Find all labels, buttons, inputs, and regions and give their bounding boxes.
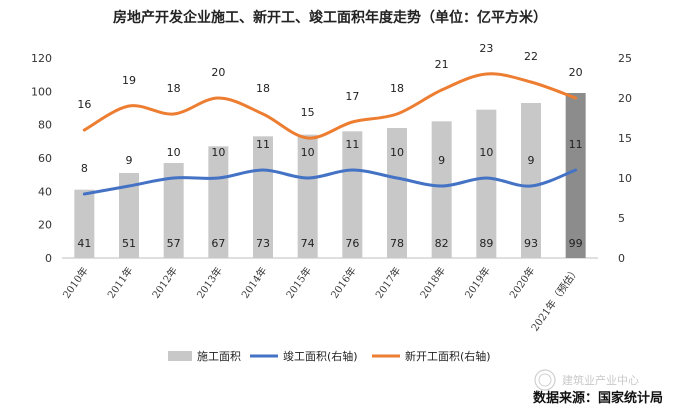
legend-label-bar: 施工面积 (197, 350, 241, 363)
line-value-labels: 8 9 10 10 11 10 11 10 9 10 9 11 16 19 18 20 18 15 17 18 21 23… (77, 42, 582, 175)
right-axis-tick-label: 25 (618, 52, 632, 65)
bar-value-label: 93 (524, 237, 538, 250)
source-note: 数据来源：国家统计局 (533, 390, 663, 406)
completed-value-label: 10 (390, 146, 404, 159)
bar-value-label: 82 (435, 237, 449, 250)
right-axis-tick-label: 10 (618, 172, 632, 185)
left-axis-tick-label: 40 (38, 185, 52, 198)
bar-value-label: 74 (301, 237, 315, 250)
bar-value-label: 51 (122, 237, 136, 250)
completed-value-label: 9 (126, 154, 133, 167)
left-axis-tick-label: 100 (31, 85, 52, 98)
left-axis-tick-label: 20 (38, 219, 52, 232)
legend: 施工面积 竣工面积(右轴) 新开工面积(右轴) (168, 349, 491, 363)
new-start-value-label: 18 (390, 82, 404, 95)
left-axis: 0 20 40 60 80 100 120 (31, 52, 52, 265)
new-start-value-label: 23 (479, 42, 493, 55)
left-axis-tick-label: 0 (45, 252, 52, 265)
bar-value-label: 76 (345, 237, 359, 250)
completed-area-line (82, 168, 578, 196)
completed-value-label: 10 (301, 146, 315, 159)
completed-value-label: 8 (81, 162, 88, 175)
bar-value-labels: 41 51 57 67 73 74 76 78 82 89 93 99 (77, 237, 582, 250)
new-start-value-label: 16 (77, 98, 91, 111)
new-start-value-label: 19 (122, 74, 136, 87)
new-start-value-label: 20 (569, 66, 583, 79)
bar (297, 134, 318, 258)
x-axis-tick-label: 2019年 (462, 264, 493, 300)
new-start-area-line (82, 72, 578, 140)
x-axis-tick-label: 2014年 (238, 264, 269, 300)
completed-value-label: 11 (345, 138, 359, 151)
x-axis-tick-label: 2013年 (194, 264, 225, 300)
x-axis-tick-label: 2020年 (506, 264, 537, 300)
bar-value-label: 41 (77, 237, 91, 250)
bar (565, 93, 586, 258)
x-axis-tick-label: 2017年 (372, 264, 403, 300)
completed-value-label: 10 (211, 146, 225, 159)
bar (163, 163, 184, 258)
legend-swatch-bar (168, 351, 192, 361)
bar (431, 121, 452, 258)
right-axis-tick-label: 20 (618, 92, 632, 105)
x-axis-tick-label: 2010年 (60, 264, 91, 300)
bar (119, 173, 139, 258)
new-start-value-label: 17 (345, 90, 359, 103)
x-axis-tick-label: 2016年 (328, 264, 359, 300)
new-start-value-label: 18 (256, 82, 270, 95)
x-axis-tick-label: 2021年（预估） (528, 264, 582, 333)
bar (387, 128, 407, 258)
bar-value-label: 78 (390, 237, 404, 250)
new-start-value-label: 15 (301, 106, 315, 119)
bar-value-label: 73 (256, 237, 270, 250)
completed-value-label: 9 (438, 154, 445, 167)
bar (342, 131, 363, 258)
bar-value-label: 57 (167, 237, 181, 250)
bar-value-label: 67 (211, 237, 225, 250)
bar (476, 109, 497, 259)
watermark-text: 建筑业产业中心 (562, 373, 639, 387)
new-start-value-label: 22 (524, 50, 538, 63)
legend-label-new: 新开工面积(右轴) (405, 349, 491, 363)
bar (521, 103, 541, 258)
line-series (82, 72, 578, 196)
right-axis-tick-label: 0 (618, 252, 625, 265)
bar (208, 146, 229, 258)
completed-value-label: 10 (167, 146, 181, 159)
left-axis-tick-label: 60 (38, 152, 52, 165)
chart-title: 房地产开发企业施工、新开工、竣工面积年度走势（单位：亿平方米） (113, 9, 547, 26)
new-start-value-label: 20 (211, 66, 225, 79)
legend-label-completed: 竣工面积(右轴) (283, 349, 358, 363)
x-axis-tick-label: 2015年 (283, 264, 314, 300)
bar (74, 189, 95, 258)
bar-value-label: 99 (569, 237, 583, 250)
right-axis: 0 5 10 15 20 25 (618, 52, 632, 265)
x-axis: 2010年 2011年 2012年 2013年 2014年 2015年 2016年 2017年… (60, 264, 582, 333)
right-axis-tick-label: 5 (618, 212, 625, 225)
left-axis-tick-label: 80 (38, 119, 52, 132)
bar (253, 136, 273, 258)
right-axis-tick-label: 15 (618, 132, 632, 145)
x-axis-tick-label: 2012年 (149, 264, 180, 300)
new-start-value-label: 21 (435, 58, 449, 71)
x-axis-tick-label: 2018年 (417, 264, 448, 300)
completed-value-label: 9 (528, 154, 535, 167)
completed-value-label: 11 (256, 138, 270, 151)
watermark-logo (534, 369, 556, 391)
left-axis-tick-label: 120 (31, 52, 52, 65)
completed-value-label: 11 (569, 138, 583, 151)
bar-value-label: 89 (479, 237, 493, 250)
x-axis-tick-label: 2011年 (104, 264, 135, 300)
bar-series (74, 93, 586, 259)
completed-value-label: 10 (479, 146, 493, 159)
new-start-value-label: 18 (167, 82, 181, 95)
